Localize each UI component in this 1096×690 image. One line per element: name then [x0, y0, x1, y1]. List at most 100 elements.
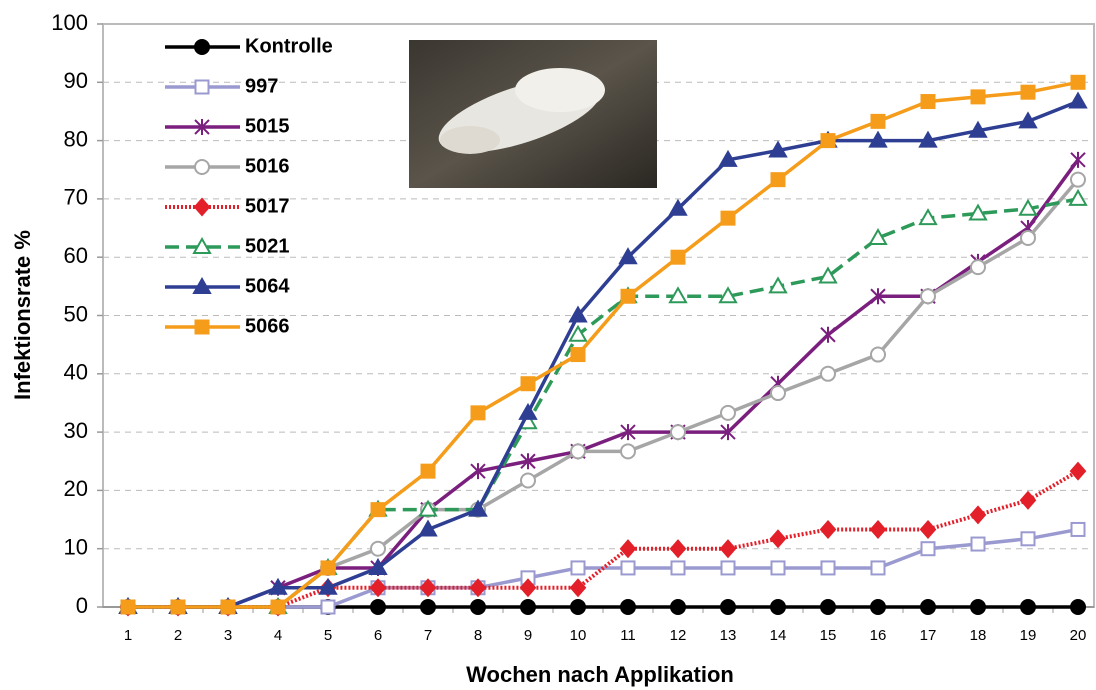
- data-point: [1070, 171, 1086, 188]
- data-point: [470, 463, 486, 480]
- data-point: [918, 208, 938, 226]
- data-point: [320, 560, 336, 576]
- data-point: [820, 599, 836, 615]
- data-point: [520, 599, 536, 615]
- x-tick-label: 4: [274, 627, 282, 644]
- data-point: [970, 599, 986, 615]
- y-tick-label: 70: [64, 185, 88, 210]
- x-tick-label: 10: [570, 627, 587, 644]
- data-point: [420, 599, 436, 615]
- data-point: [1020, 84, 1036, 100]
- data-point: [468, 499, 488, 517]
- data-point: [1018, 111, 1038, 129]
- y-tick-label: 10: [64, 535, 88, 560]
- data-point: [768, 140, 788, 158]
- x-tick-label: 15: [820, 627, 837, 644]
- legend-label: Kontrolle: [245, 35, 333, 57]
- data-point: [619, 539, 637, 559]
- data-point: [520, 472, 536, 489]
- data-point: [869, 519, 887, 539]
- x-tick-label: 11: [620, 627, 636, 644]
- x-tick-label: 14: [770, 627, 787, 644]
- data-point: [470, 405, 486, 421]
- x-tick-label: 2: [174, 627, 182, 644]
- legend-label: 5017: [245, 195, 290, 217]
- data-point: [720, 404, 736, 421]
- data-point: [920, 541, 936, 557]
- data-point: [369, 578, 387, 598]
- data-point: [970, 89, 986, 105]
- data-point: [918, 130, 938, 148]
- x-tick-label: 1: [124, 627, 132, 644]
- data-point: [820, 365, 836, 382]
- data-point: [1070, 599, 1086, 615]
- data-point: [370, 502, 386, 518]
- y-tick-label: 20: [64, 476, 88, 501]
- data-point: [670, 249, 686, 265]
- data-point: [519, 578, 537, 598]
- data-point: [719, 539, 737, 559]
- data-point: [770, 599, 786, 615]
- data-point: [618, 247, 638, 265]
- data-point: [720, 560, 736, 576]
- data-point: [570, 560, 586, 576]
- data-point: [520, 453, 536, 470]
- data-point: [1070, 521, 1086, 537]
- legend-marker: [194, 79, 210, 95]
- data-point: [819, 519, 837, 539]
- data-point: [418, 499, 438, 517]
- data-point: [920, 599, 936, 615]
- data-point: [668, 198, 688, 216]
- legend-marker: [193, 197, 211, 217]
- data-point: [870, 599, 886, 615]
- data-point: [570, 599, 586, 615]
- data-point: [1068, 188, 1088, 206]
- y-tick-label: 60: [64, 243, 88, 268]
- data-point: [818, 266, 838, 284]
- y-tick-label: 80: [64, 126, 88, 151]
- data-point: [969, 505, 987, 525]
- x-tick-label: 19: [1020, 627, 1037, 644]
- data-point: [1070, 74, 1086, 90]
- y-tick-label: 0: [76, 593, 88, 618]
- series-line: [128, 80, 1079, 609]
- data-point: [720, 599, 736, 615]
- data-point: [718, 286, 738, 304]
- data-point: [620, 288, 636, 304]
- data-point: [370, 540, 386, 557]
- data-point: [570, 443, 586, 460]
- data-point: [170, 599, 186, 615]
- x-tick-label: 20: [1070, 627, 1087, 644]
- data-point: [520, 376, 536, 392]
- x-tick-label: 9: [524, 627, 532, 644]
- data-point: [820, 326, 836, 343]
- data-point: [1070, 151, 1086, 168]
- x-tick-label: 6: [374, 627, 382, 644]
- x-tick-label: 12: [670, 627, 687, 644]
- data-point: [670, 560, 686, 576]
- data-point: [770, 560, 786, 576]
- data-point: [620, 424, 636, 441]
- y-tick-label: 40: [64, 360, 88, 385]
- data-point: [620, 443, 636, 460]
- data-point: [670, 599, 686, 615]
- data-point: [1020, 599, 1036, 615]
- data-point: [870, 113, 886, 129]
- data-point: [669, 539, 687, 559]
- data-point: [770, 172, 786, 188]
- data-point: [670, 424, 686, 441]
- x-tick-label: 18: [970, 627, 987, 644]
- legend-marker: [194, 159, 210, 175]
- data-point: [919, 519, 937, 539]
- data-point: [568, 324, 588, 342]
- data-point: [968, 120, 988, 138]
- data-point: [518, 402, 538, 420]
- series-line: [128, 469, 1080, 609]
- data-point: [420, 463, 436, 479]
- data-point: [820, 560, 836, 576]
- data-point: [419, 578, 437, 598]
- legend-label: 5021: [245, 235, 290, 257]
- x-tick-label: 13: [720, 627, 737, 644]
- data-point: [418, 519, 438, 537]
